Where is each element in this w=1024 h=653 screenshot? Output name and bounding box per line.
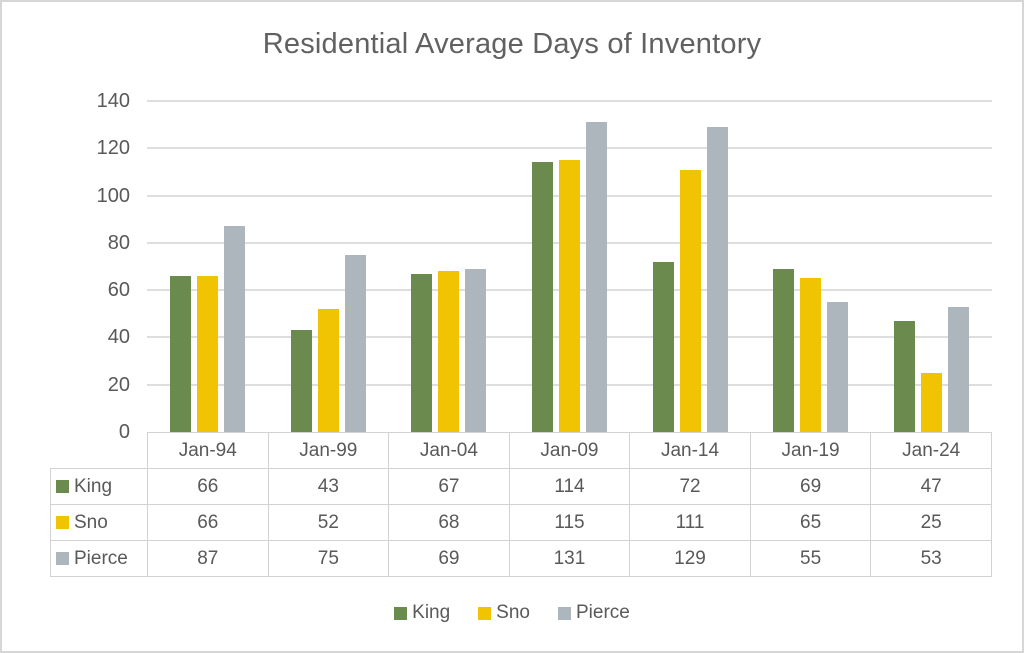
bar-king-jan-14: [652, 261, 674, 432]
bar-group-jan-04: [388, 101, 509, 432]
y-axis-tick-label: 60: [107, 279, 130, 302]
table-header-row: Jan-94 Jan-99 Jan-04 Jan-09 Jan-14 Jan-19 Jan-…: [51, 432, 992, 469]
legend-marker-icon: [394, 606, 408, 620]
bar-pierce-jan-09: [585, 122, 607, 432]
bar-pierce-jan-19: [827, 301, 849, 432]
y-axis-tick-label: 140: [96, 90, 130, 112]
bar-pierce-jan-04: [465, 268, 487, 432]
gridline: [147, 100, 992, 102]
legend-marker-icon: [478, 606, 492, 620]
series-name-label: Pierce: [74, 547, 128, 569]
table-value-cell: 43: [267, 468, 390, 505]
data-table: Jan-94 Jan-99 Jan-04 Jan-09 Jan-14 Jan-19 Jan-…: [50, 432, 992, 577]
series-marker-icon: [56, 480, 69, 493]
data-table-body: King 66 43 67 114 72 69 47 Sno 66 52 68 115 111 65 25 Pi…: [50, 468, 992, 577]
bar-king-jan-19: [773, 268, 795, 432]
bar-sno-jan-99: [317, 309, 339, 432]
bar-king-jan-24: [894, 320, 916, 432]
table-value-cell: 129: [629, 540, 751, 577]
bar-sno-jan-24: [921, 372, 943, 432]
bar-pierce-jan-99: [344, 254, 366, 432]
table-value-cell: 67: [388, 468, 510, 505]
table-row-header: King: [50, 468, 148, 505]
table-column-header: Jan-94: [147, 432, 269, 469]
table-column-header: Jan-24: [870, 432, 992, 469]
table-row-header: Sno: [50, 504, 148, 541]
table-value-cell: 72: [629, 468, 751, 505]
table-value-cell: 115: [508, 504, 631, 541]
gridline: [147, 147, 992, 150]
y-axis-tick-label: 40: [107, 326, 130, 349]
series-name-label: Sno: [74, 511, 108, 533]
table-value-cell: 69: [388, 540, 510, 577]
bar-group-jan-09: [509, 101, 630, 432]
legend-label: Sno: [496, 602, 530, 623]
table-row-pierce: Pierce 87 75 69 131 129 55 53: [50, 540, 992, 577]
bar-king-jan-09: [531, 162, 553, 432]
bar-sno-jan-19: [800, 278, 822, 432]
table-row-sno: Sno 66 52 68 115 111 65 25: [50, 504, 992, 541]
table-value-cell: 68: [388, 504, 510, 541]
table-value-cell: 66: [147, 468, 269, 505]
table-value-cell: 55: [749, 540, 872, 577]
bar-king-jan-94: [169, 275, 191, 432]
table-value-cell: 25: [870, 504, 992, 541]
bar-group-jan-19: [751, 101, 872, 432]
table-value-cell: 69: [749, 468, 872, 505]
legend-item-sno: Sno: [478, 602, 530, 624]
bar-group-jan-94: [147, 101, 268, 432]
bar-sno-jan-09: [558, 160, 580, 432]
legend-label: Pierce: [575, 602, 630, 623]
table-value-cell: 111: [629, 504, 751, 541]
table-column-header: Jan-14: [629, 432, 751, 469]
table-value-cell: 66: [147, 504, 269, 541]
y-axis-tick-label: 0: [118, 421, 130, 443]
bar-group-jan-24: [871, 101, 992, 432]
bar-sno-jan-04: [438, 271, 460, 432]
y-axis-tick-label: 20: [107, 373, 130, 396]
series-name-label: King: [74, 475, 113, 497]
table-value-cell: 114: [508, 468, 631, 505]
table-column-header: Jan-19: [749, 432, 872, 469]
table-column-header: Jan-09: [508, 432, 631, 469]
chart-title: Residential Average Days of Inventory: [262, 28, 762, 60]
y-axis-tick-label: 100: [96, 184, 130, 207]
y-axis-tick-label: 120: [96, 137, 130, 160]
y-axis-tick-label: 80: [107, 231, 130, 254]
bar-king-jan-04: [411, 273, 433, 432]
bar-pierce-jan-94: [223, 226, 245, 432]
bar-group-jan-99: [268, 101, 389, 432]
bar-pierce-jan-24: [948, 306, 970, 432]
table-value-cell: 65: [749, 504, 872, 541]
table-column-header: Jan-04: [388, 432, 510, 469]
table-value-cell: 47: [870, 468, 992, 505]
legend-label: King: [412, 602, 451, 623]
table-value-cell: 53: [870, 540, 992, 577]
bar-pierce-jan-14: [706, 127, 728, 432]
bar-sno-jan-94: [196, 275, 218, 432]
table-value-cell: 75: [267, 540, 390, 577]
legend-marker-icon: [557, 606, 571, 620]
table-value-cell: 52: [267, 504, 390, 541]
table-column-header: Jan-99: [267, 432, 390, 469]
legend-item-pierce: Pierce: [557, 602, 630, 624]
series-marker-icon: [56, 552, 69, 565]
data-table-header: Jan-94 Jan-99 Jan-04 Jan-09 Jan-14 Jan-19 Jan-…: [51, 432, 992, 469]
bar-king-jan-99: [290, 330, 312, 432]
chart-legend: King Sno Pierce: [2, 602, 1022, 624]
table-value-cell: 87: [147, 540, 269, 577]
bar-group-jan-14: [630, 101, 751, 432]
legend-item-king: King: [394, 602, 450, 624]
y-axis-labels: 0 20 40 60 80 100 120 140: [2, 90, 130, 443]
table-row-header: Pierce: [50, 540, 148, 577]
table-row-king: King 66 43 67 114 72 69 47: [50, 468, 992, 505]
table-value-cell: 131: [508, 540, 631, 577]
bar-sno-jan-14: [679, 169, 701, 432]
series-marker-icon: [56, 516, 69, 529]
plot-area: [147, 100, 992, 432]
table-corner-cell: [51, 433, 148, 469]
